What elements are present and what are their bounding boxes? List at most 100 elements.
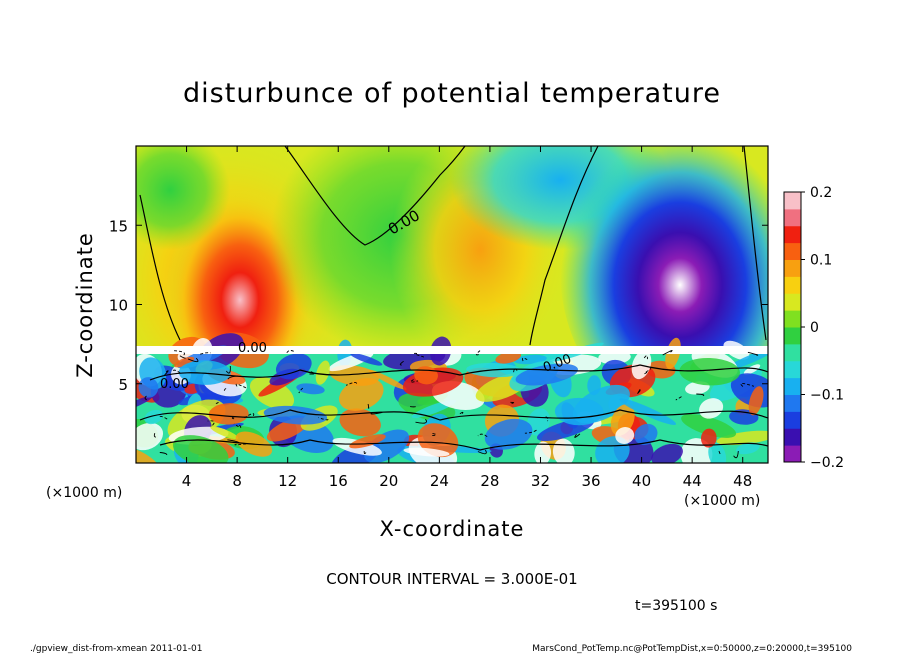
colorbar-segment — [784, 310, 801, 328]
x-tick-label: 4 — [182, 472, 192, 490]
turbulence-cell — [275, 353, 312, 380]
y-tick-label: 10 — [109, 297, 128, 315]
contour-fragment — [414, 352, 425, 358]
contour-fragment — [410, 379, 419, 383]
turbulence-cell — [138, 377, 159, 398]
turbulence-cell — [619, 398, 677, 425]
contour-fragment — [510, 401, 515, 404]
x-tick-label: 36 — [581, 472, 600, 490]
colorbar-segment — [784, 259, 801, 277]
contour-fragment — [318, 417, 329, 421]
contour-fragment — [159, 452, 168, 456]
x-tick-label: 24 — [430, 472, 449, 490]
colorbar-segment — [784, 192, 801, 210]
contour-fragment — [286, 350, 294, 354]
colorbar-segment — [784, 360, 801, 379]
contour-line — [529, 146, 599, 346]
contour-fragment — [309, 371, 315, 375]
turbulence-cell — [484, 418, 533, 450]
contour-fragment — [235, 383, 248, 389]
contour-fragment — [643, 355, 648, 360]
turbulence-cell — [615, 427, 635, 444]
colorbar-tick-label: 0.2 — [810, 185, 832, 201]
contour-fragment — [662, 350, 673, 356]
turbulence-cell — [708, 442, 727, 463]
turbulence-cell — [651, 443, 683, 463]
turbulence-cell — [736, 442, 760, 455]
contour-fragment — [521, 357, 528, 362]
contour-fragment — [153, 432, 156, 438]
contour-fragment — [747, 351, 759, 356]
contour-line — [139, 194, 181, 341]
contour-fragment — [172, 369, 181, 374]
y-tick-label: 5 — [118, 376, 128, 394]
x-tick-label: 44 — [683, 472, 702, 490]
turbulence-cell — [527, 408, 551, 436]
colorbar: 0.2 0.1 0 −0.1 −0.2 — [783, 185, 844, 471]
colorbar-tick-label: 0.1 — [810, 253, 832, 269]
x-tick-label: 8 — [232, 472, 242, 490]
contour-fragment — [234, 443, 248, 446]
contour-fragment — [223, 388, 227, 393]
turbulence-cell — [178, 360, 231, 385]
turbulence-cell — [743, 364, 761, 375]
contour-fragment — [415, 418, 427, 424]
x-tick-label: 12 — [278, 472, 297, 490]
turbulence-cell — [136, 422, 164, 451]
x-axis-label: X-coordinate — [380, 517, 525, 541]
y-axis-ticks: 5 10 15 — [109, 217, 768, 394]
contour-fragment — [227, 439, 240, 444]
turbulence-cell — [368, 369, 407, 390]
contour-fragment — [717, 449, 721, 455]
contour-fragment — [244, 413, 255, 419]
colorbar-segment — [784, 377, 801, 395]
contour-fragment — [733, 450, 739, 459]
colorbar-segment — [784, 343, 801, 362]
contour-label: 0.00 — [160, 377, 189, 392]
contour-fragment — [207, 420, 215, 426]
colorbar-segment — [784, 411, 801, 429]
time-label: t=395100 s — [635, 598, 717, 614]
contour-fragment — [477, 433, 488, 438]
colorbar-segment — [784, 293, 801, 311]
contour-line — [284, 146, 466, 246]
contour-line — [149, 364, 768, 381]
turbulence-cell — [315, 360, 330, 385]
colorbar-segment — [784, 225, 801, 244]
contour-fragment — [227, 375, 238, 380]
x-tick-label: 20 — [379, 472, 398, 490]
contour-fragment — [157, 415, 168, 420]
turbulence-cell — [296, 383, 325, 395]
contour-fragment — [644, 368, 652, 375]
contour-fragment — [200, 352, 211, 355]
contour-fragment — [231, 416, 235, 420]
contour-fragment — [477, 449, 487, 455]
colorbar-segment — [784, 242, 801, 260]
y-tick-label: 15 — [109, 217, 128, 235]
contour-fragment — [545, 416, 549, 422]
turbulence-cell — [349, 434, 386, 449]
y-axis-label: Z-coordinate — [73, 232, 97, 378]
contour-fragment — [675, 396, 682, 401]
turbulence-cell — [595, 436, 630, 463]
colorbar-tick-label: 0 — [810, 320, 819, 336]
turbulence-cell — [748, 386, 764, 416]
turbulence-cell — [208, 403, 249, 425]
contour-fragment — [233, 423, 242, 428]
colorbar-segment — [784, 445, 801, 463]
contour-line — [159, 439, 768, 451]
contour-fragment — [637, 388, 641, 394]
contour-fragment — [298, 387, 304, 394]
interface-band — [136, 346, 768, 354]
y-axis-unit: (×1000 m) — [46, 485, 122, 501]
contour-fragment — [370, 411, 383, 415]
turbulence-cell — [534, 441, 552, 463]
footer-right: MarsCond_PotTemp.nc@PotTempDist,x=0:5000… — [532, 644, 852, 654]
turbulence-cell — [680, 438, 713, 463]
x-tick-label: 32 — [531, 472, 550, 490]
contour-lines — [139, 146, 768, 459]
colorbar-segment — [784, 276, 801, 294]
contour-fragment — [696, 393, 705, 397]
x-tick-label: 40 — [632, 472, 651, 490]
